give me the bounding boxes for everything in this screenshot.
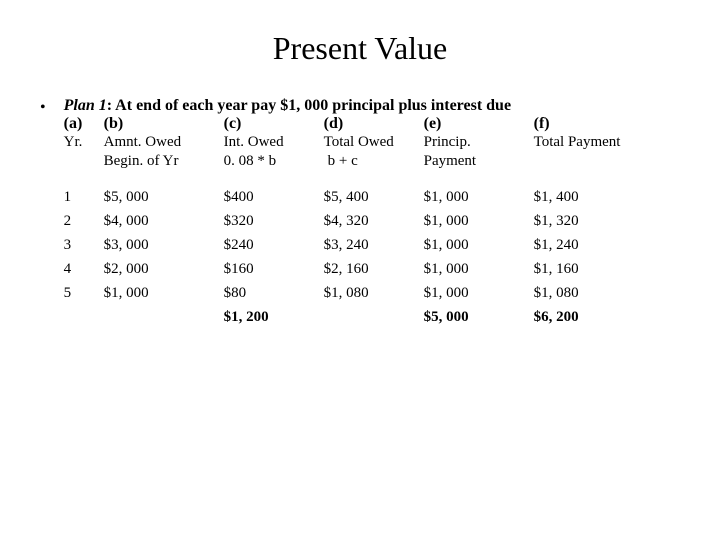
cell-d: $3, 240 xyxy=(324,233,424,257)
cell-f: $1, 320 xyxy=(534,209,644,233)
cell-yr: 1 xyxy=(64,185,104,209)
cell-e: $1, 000 xyxy=(424,233,534,257)
cell-f: $1, 080 xyxy=(534,281,644,305)
cell-b: $5, 000 xyxy=(104,185,224,209)
cell-e: $1, 000 xyxy=(424,209,534,233)
plan-description: Plan 1: At end of each year pay $1, 000 … xyxy=(64,97,680,115)
table-row: 2$4, 000$320$4, 320$1, 000$1, 320 xyxy=(64,209,680,233)
slide-title: Present Value xyxy=(40,30,680,67)
totals-row: $1, 200 $5, 000 $6, 200 xyxy=(64,305,680,329)
col-f-letter: (f) xyxy=(534,115,644,133)
cell-e: $1, 000 xyxy=(424,257,534,281)
column-header-row: Yr. Amnt. Owed Begin. of Yr Int. Owed 0.… xyxy=(64,133,680,171)
cell-yr: 2 xyxy=(64,209,104,233)
slide-content: • Plan 1: At end of each year pay $1, 00… xyxy=(40,97,680,329)
cell-e: $1, 000 xyxy=(424,185,534,209)
cell-yr: 3 xyxy=(64,233,104,257)
plan-block: Plan 1: At end of each year pay $1, 000 … xyxy=(64,97,680,329)
cell-c: $240 xyxy=(224,233,324,257)
cell-e: $1, 000 xyxy=(424,281,534,305)
cell-c: $400 xyxy=(224,185,324,209)
table-row: 3$3, 000$240$3, 240$1, 000$1, 240 xyxy=(64,233,680,257)
cell-d: $5, 400 xyxy=(324,185,424,209)
cell-b: $1, 000 xyxy=(104,281,224,305)
cell-f: $1, 240 xyxy=(534,233,644,257)
cell-b: $4, 000 xyxy=(104,209,224,233)
col-d-letter: (d) xyxy=(324,115,424,133)
cell-d: $1, 080 xyxy=(324,281,424,305)
bullet-icon: • xyxy=(40,99,46,117)
col-a-header: Yr. xyxy=(64,133,104,171)
plan-desc-rest: : At end of each year pay $1, 000 princi… xyxy=(107,97,511,114)
col-e-header: Princip. Payment xyxy=(424,133,534,171)
col-d-header: Total Owed b + c xyxy=(324,133,424,171)
plan-label: Plan 1 xyxy=(64,97,107,114)
cell-c: $160 xyxy=(224,257,324,281)
col-b-header: Amnt. Owed Begin. of Yr xyxy=(104,133,224,171)
col-f-header: Total Payment xyxy=(534,133,644,171)
cell-b: $2, 000 xyxy=(104,257,224,281)
column-letter-row: (a) (b) (c) (d) (e) (f) xyxy=(64,115,680,133)
total-e: $5, 000 xyxy=(424,305,534,329)
slide: Present Value • Plan 1: At end of each y… xyxy=(0,0,720,329)
table-row: 5$1, 000$80$1, 080$1, 000$1, 080 xyxy=(64,281,680,305)
table-row: 4$2, 000$160$2, 160$1, 000$1, 160 xyxy=(64,257,680,281)
cell-d: $4, 320 xyxy=(324,209,424,233)
cell-f: $1, 400 xyxy=(534,185,644,209)
col-c-letter: (c) xyxy=(224,115,324,133)
table-row: 1$5, 000$400$5, 400$1, 000$1, 400 xyxy=(64,185,680,209)
cell-b: $3, 000 xyxy=(104,233,224,257)
col-e-letter: (e) xyxy=(424,115,534,133)
cell-c: $80 xyxy=(224,281,324,305)
col-a-letter: (a) xyxy=(64,115,104,133)
cell-yr: 4 xyxy=(64,257,104,281)
total-c: $1, 200 xyxy=(224,305,324,329)
cell-c: $320 xyxy=(224,209,324,233)
total-f: $6, 200 xyxy=(534,305,644,329)
cell-d: $2, 160 xyxy=(324,257,424,281)
col-c-header: Int. Owed 0. 08 * b xyxy=(224,133,324,171)
cell-yr: 5 xyxy=(64,281,104,305)
data-rows: 1$5, 000$400$5, 400$1, 000$1, 4002$4, 00… xyxy=(64,185,680,305)
col-b-letter: (b) xyxy=(104,115,224,133)
cell-f: $1, 160 xyxy=(534,257,644,281)
